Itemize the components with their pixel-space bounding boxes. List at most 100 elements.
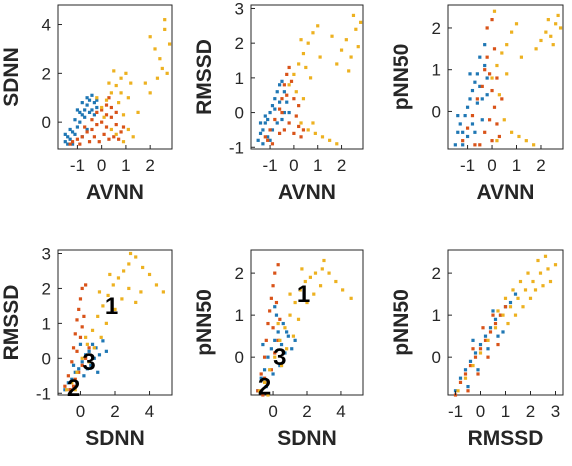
data-point-series-3: [84, 335, 88, 339]
data-point-series-3: [127, 286, 131, 291]
data-point-series-2: [478, 347, 483, 351]
data-point-series-2: [63, 384, 67, 388]
y-axis-label: SDNN: [0, 47, 23, 107]
data-point-series-1: [270, 128, 275, 132]
x-tick-label: 1: [121, 156, 130, 175]
data-point-series-1: [468, 359, 473, 363]
data-point-series-3: [334, 279, 338, 284]
data-point-series-2: [299, 135, 303, 139]
data-point-series-2: [483, 130, 487, 134]
data-point-series-1: [478, 342, 483, 347]
data-point-series-2: [277, 131, 282, 135]
data-point-series-3: [524, 139, 528, 143]
data-point-series-1: [486, 347, 490, 351]
data-point-series-3: [313, 131, 317, 135]
y-tick-label: 2: [432, 19, 441, 38]
data-point-series-1: [263, 114, 267, 118]
data-point-series-1: [269, 347, 273, 351]
data-point-series-3: [273, 355, 277, 359]
data-point-series-3: [112, 69, 116, 73]
data-point-series-3: [87, 360, 91, 364]
data-point-series-2: [82, 314, 86, 318]
data-point-series-3: [148, 35, 152, 39]
data-point-series-1: [261, 128, 265, 132]
data-point-series-2: [280, 110, 284, 115]
data-point-series-2: [268, 309, 272, 313]
data-point-series-3: [533, 288, 538, 292]
data-point-series-2: [114, 122, 118, 127]
data-point-series-1: [513, 292, 518, 296]
data-point-series-3: [143, 81, 147, 85]
data-point-series-3: [313, 271, 318, 275]
data-point-series-1: [453, 143, 457, 147]
data-point-series-1: [94, 346, 98, 350]
data-point-series-2: [80, 363, 84, 367]
data-point-series-2: [493, 321, 498, 326]
data-point-series-1: [256, 138, 260, 142]
data-point-series-1: [78, 120, 82, 124]
data-point-series-2: [471, 347, 475, 351]
data-point-series-3: [129, 81, 133, 85]
data-point-series-2: [276, 263, 280, 267]
x-tick-label: 1: [501, 402, 510, 421]
data-point-series-3: [109, 91, 113, 95]
data-point-series-2: [490, 139, 494, 143]
data-point-series-1: [473, 80, 477, 84]
data-point-series-3: [114, 83, 118, 88]
data-point-series-3: [303, 279, 307, 284]
x-tick-label: -1: [70, 156, 85, 175]
y-tick-label: -1: [36, 384, 51, 403]
data-point-series-3: [278, 338, 282, 342]
data-point-series-3: [344, 38, 348, 42]
data-point-series-1: [63, 388, 67, 392]
data-point-series-3: [526, 271, 530, 275]
data-point-series-1: [273, 305, 277, 309]
data-point-series-2: [492, 105, 497, 109]
data-point-series-3: [163, 27, 167, 32]
data-point-series-1: [83, 108, 87, 112]
data-point-series-3: [490, 76, 494, 80]
data-point-series-3: [335, 62, 339, 66]
data-point-series-3: [308, 275, 312, 279]
data-point-series-2: [490, 18, 494, 22]
data-point-series-3: [320, 135, 325, 139]
data-point-series-2: [119, 130, 123, 134]
data-point-series-2: [466, 389, 470, 393]
data-point-series-3: [538, 271, 543, 275]
data-point-series-2: [500, 97, 504, 101]
data-point-series-1: [282, 90, 286, 94]
y-tick-label: 2: [42, 279, 51, 298]
data-point-series-2: [262, 376, 267, 380]
data-point-series-3: [297, 62, 301, 66]
data-point-series-1: [465, 105, 470, 109]
y-axis-label: pNN50: [390, 289, 413, 356]
data-point-series-2: [473, 143, 477, 147]
cluster-label: 2: [258, 374, 271, 401]
data-point-series-1: [68, 137, 72, 141]
data-point-series-3: [486, 338, 490, 342]
y-tick-label: 0: [235, 348, 244, 367]
data-point-series-3: [496, 309, 500, 313]
data-point-series-3: [119, 91, 123, 95]
data-point-series-2: [273, 271, 277, 275]
cluster-label: 1: [297, 281, 310, 308]
data-point-series-1: [466, 384, 470, 389]
data-point-series-2: [271, 326, 275, 330]
y-tick-label: 3: [42, 244, 51, 263]
data-point-series-2: [87, 140, 92, 144]
data-point-series-3: [311, 121, 315, 125]
data-point-series-3: [141, 265, 145, 270]
data-point-series-2: [121, 125, 126, 129]
data-point-series-2: [100, 120, 104, 124]
data-point-series-2: [78, 335, 83, 339]
data-point-series-1: [501, 330, 505, 334]
data-point-series-1: [70, 377, 74, 381]
data-point-series-3: [549, 34, 553, 38]
data-point-series-3: [510, 130, 514, 134]
data-point-series-1: [468, 97, 472, 101]
data-point-series-2: [468, 363, 473, 368]
data-point-series-1: [87, 349, 91, 353]
data-point-series-3: [262, 380, 267, 384]
